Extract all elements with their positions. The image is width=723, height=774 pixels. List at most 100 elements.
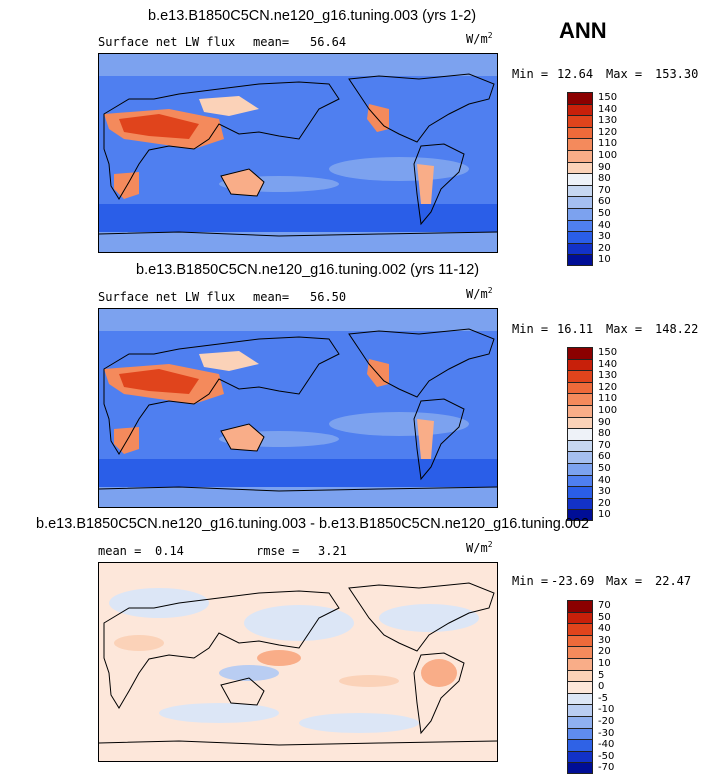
colorbar-swatch — [567, 393, 593, 405]
panel-3-map — [98, 562, 498, 762]
colorbar-tick-label: 60 — [598, 451, 611, 463]
panel-1-map-field — [99, 54, 497, 252]
colorbar-tick-label: 90 — [598, 161, 611, 173]
colorbar-swatch — [567, 126, 593, 139]
colorbar-swatch — [567, 727, 593, 740]
colorbar-tick-label: -70 — [598, 762, 615, 774]
panel-1-title: b.e13.B1850C5CN.ne120_g16.tuning.003 (yr… — [148, 8, 477, 24]
colorbar-tick-label: 40 — [598, 474, 611, 486]
panel-3-rmse-label: rmse = — [256, 544, 300, 558]
colorbar-swatch — [567, 347, 593, 359]
colorbar-tick-label: 10 — [598, 658, 611, 669]
colorbar-swatch — [567, 611, 593, 624]
panel-2-mean-value: 56.50 — [310, 290, 347, 304]
colorbar-swatch — [567, 149, 593, 162]
colorbar-tick-label: 130 — [598, 115, 618, 127]
panel-1-mean-label: mean= — [253, 35, 290, 49]
colorbar-tick-label: 10 — [598, 254, 611, 266]
colorbar-tick-label: -20 — [598, 716, 615, 727]
colorbar-swatch — [567, 474, 593, 487]
colorbar-swatch — [567, 207, 593, 220]
panel-3-max-label: Max = — [606, 574, 643, 588]
colorbar-swatch — [567, 254, 593, 266]
panel-1-map — [98, 53, 498, 253]
colorbar-tick-label: 0 — [598, 681, 605, 693]
panel-3-colorbar — [567, 600, 593, 774]
colorbar-swatch — [567, 657, 593, 670]
colorbar-swatch — [567, 231, 593, 243]
panel-1-mean-value: 56.64 — [310, 35, 347, 49]
colorbar-tick-label: 110 — [598, 138, 618, 150]
colorbar-tick-label: 140 — [598, 103, 618, 115]
panel-2-map-field — [99, 309, 497, 507]
panel-3-map-field — [99, 563, 497, 761]
colorbar-tick-label: 110 — [598, 393, 618, 405]
colorbar-tick-label: 70 — [598, 439, 611, 451]
colorbar-swatch — [567, 219, 593, 232]
colorbar-tick-label: 70 — [598, 600, 611, 611]
colorbar-swatch — [567, 428, 593, 440]
panel-3-title: b.e13.B1850C5CN.ne120_g16.tuning.003 - b… — [36, 516, 590, 532]
colorbar-swatch — [567, 242, 593, 255]
panel-2-units: W/m2 — [466, 286, 493, 301]
colorbar-swatch — [567, 416, 593, 429]
colorbar-tick-label: -40 — [598, 739, 615, 751]
colorbar-swatch — [567, 103, 593, 116]
colorbar-tick-label: 70 — [598, 184, 611, 196]
panel-3-mean-label: mean = — [98, 544, 142, 558]
colorbar-swatch — [567, 381, 593, 394]
colorbar-swatch — [567, 715, 593, 728]
colorbar-swatch — [567, 750, 593, 763]
panel-2-colorbar — [567, 347, 593, 521]
colorbar-tick-label: 80 — [598, 173, 611, 185]
colorbar-swatch — [567, 404, 593, 417]
panel-2-min-label: Min = — [512, 322, 549, 336]
colorbar-tick-label: 100 — [598, 150, 618, 161]
panel-2-max-label: Max = — [606, 322, 643, 336]
colorbar-swatch — [567, 439, 593, 452]
colorbar-swatch — [567, 681, 593, 693]
colorbar-tick-label: 140 — [598, 358, 618, 370]
panel-2-map — [98, 308, 498, 508]
colorbar-swatch — [567, 509, 593, 521]
colorbar-tick-label: -30 — [598, 727, 615, 739]
colorbar-swatch — [567, 92, 593, 104]
colorbar-swatch — [567, 184, 593, 197]
colorbar-tick-label: 50 — [598, 463, 611, 474]
panel-1-units: W/m2 — [466, 31, 493, 46]
colorbar-swatch — [567, 634, 593, 647]
colorbar-tick-label: 120 — [598, 126, 618, 138]
colorbar-tick-label: 40 — [598, 623, 611, 635]
colorbar-swatch — [567, 497, 593, 510]
panel-2-mean-label: mean= — [253, 290, 290, 304]
panel-1-min-value: 12.64 — [557, 67, 594, 81]
colorbar-tick-label: 30 — [598, 486, 611, 498]
panel-1-max-label: Max = — [606, 67, 643, 81]
colorbar-swatch — [567, 370, 593, 382]
colorbar-swatch — [567, 704, 593, 716]
colorbar-swatch — [567, 462, 593, 475]
panel-1-field-label: Surface net LW flux — [98, 35, 236, 49]
colorbar-swatch — [567, 762, 593, 774]
panel-2-max-value: 148.22 — [655, 322, 699, 336]
colorbar-swatch — [567, 486, 593, 498]
colorbar-swatch — [567, 623, 593, 635]
panel-2-title: b.e13.B1850C5CN.ne120_g16.tuning.002 (yr… — [136, 262, 480, 278]
colorbar-tick-label: 5 — [598, 669, 605, 681]
colorbar-tick-label: 20 — [598, 497, 611, 509]
colorbar-tick-label: 30 — [598, 634, 611, 646]
colorbar-tick-label: 150 — [598, 92, 618, 103]
colorbar-swatch — [567, 646, 593, 658]
colorbar-swatch — [567, 138, 593, 150]
colorbar-tick-label: 130 — [598, 370, 618, 382]
panel-2-min-value: 16.11 — [557, 322, 594, 336]
colorbar-tick-label: 100 — [598, 405, 618, 416]
panel-3-units: W/m2 — [466, 540, 493, 555]
panel-1-max-value: 153.30 — [655, 67, 699, 81]
season-label: ANN — [559, 18, 607, 43]
colorbar-tick-label: -50 — [598, 750, 615, 762]
colorbar-swatch — [567, 451, 593, 463]
colorbar-swatch — [567, 161, 593, 174]
colorbar-tick-label: 80 — [598, 428, 611, 440]
colorbar-tick-label: 20 — [598, 242, 611, 254]
